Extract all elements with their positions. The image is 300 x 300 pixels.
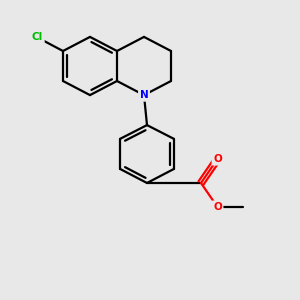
- Text: O: O: [213, 202, 222, 212]
- Text: Cl: Cl: [32, 32, 43, 43]
- Text: O: O: [213, 154, 222, 164]
- Text: N: N: [140, 90, 148, 100]
